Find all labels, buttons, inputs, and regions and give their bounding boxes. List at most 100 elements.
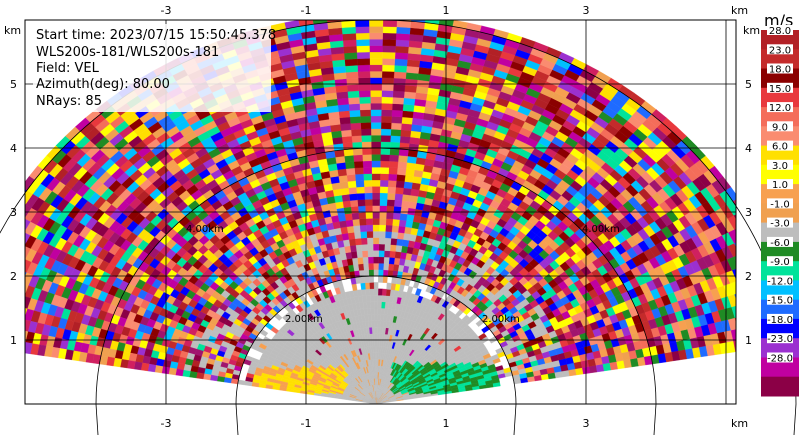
velocity-bin xyxy=(405,162,416,170)
velocity-bin xyxy=(392,90,405,99)
velocity-bin xyxy=(374,346,378,353)
velocity-bin xyxy=(371,179,381,187)
velocity-bin xyxy=(348,103,361,111)
velocity-bin xyxy=(357,199,366,207)
velocity-bin xyxy=(378,237,386,245)
velocity-bin xyxy=(336,97,349,106)
velocity-bin xyxy=(369,51,383,59)
velocity-bin xyxy=(395,33,410,41)
velocity-bin xyxy=(390,231,399,239)
velocity-bin xyxy=(397,225,406,234)
velocity-bin xyxy=(367,250,374,258)
velocity-bin xyxy=(380,141,391,149)
velocity-bin xyxy=(382,39,397,47)
velocity-bin xyxy=(365,288,371,296)
velocity-bin xyxy=(336,91,349,100)
velocity-bin xyxy=(366,224,374,232)
velocity-bin xyxy=(360,237,368,245)
velocity-bin xyxy=(377,314,382,322)
velocity-bin xyxy=(376,352,379,360)
velocity-bin xyxy=(373,282,379,289)
velocity-bin xyxy=(375,359,377,366)
velocity-bin xyxy=(374,320,378,328)
velocity-bin xyxy=(10,305,20,318)
velocity-bin xyxy=(350,128,362,137)
velocity-bin xyxy=(362,160,372,168)
velocity-bin xyxy=(386,199,395,207)
velocity-bin xyxy=(380,320,384,328)
velocity-bin xyxy=(378,243,385,251)
velocity-bin xyxy=(409,195,419,203)
velocity-bin xyxy=(337,168,347,177)
velocity-bin xyxy=(403,91,416,100)
velocity-bin xyxy=(342,39,357,47)
velocity-bin xyxy=(1,252,13,266)
velocity-bin xyxy=(394,193,403,201)
velocity-bin xyxy=(355,39,370,47)
velocity-bin xyxy=(361,250,369,258)
velocity-bin xyxy=(338,110,350,119)
velocity-bin xyxy=(371,147,381,155)
velocity-bin xyxy=(361,147,372,155)
velocity-bin xyxy=(4,303,14,316)
velocity-bin xyxy=(385,212,394,220)
velocity-bin xyxy=(6,240,18,254)
velocity-bin xyxy=(366,237,374,245)
velocity-bin xyxy=(733,340,736,353)
velocity-bin xyxy=(356,51,370,59)
velocity-bin xyxy=(367,243,374,251)
velocity-bin xyxy=(372,205,380,213)
velocity-bin xyxy=(344,161,355,169)
velocity-bin xyxy=(358,77,371,85)
velocity-bin xyxy=(395,39,410,47)
velocity-bin xyxy=(384,244,391,252)
velocity-bin xyxy=(379,205,387,213)
velocity-bin xyxy=(338,175,348,183)
velocity-bin xyxy=(403,97,416,106)
velocity-bin xyxy=(363,179,373,187)
velocity-bin xyxy=(397,161,408,169)
velocity-bin xyxy=(382,58,396,66)
velocity-bin xyxy=(374,327,378,334)
velocity-bin xyxy=(343,52,358,60)
velocity-bin xyxy=(382,276,388,283)
velocity-bin xyxy=(391,225,399,233)
velocity-bin xyxy=(377,307,382,315)
velocity-bin xyxy=(388,257,395,265)
velocity-bin xyxy=(359,103,371,111)
velocity-bin xyxy=(372,218,380,225)
velocity-bin xyxy=(381,77,394,85)
velocity-bin xyxy=(381,288,387,296)
velocity-bin xyxy=(365,205,373,213)
velocity-bin xyxy=(382,51,396,59)
velocity-bin xyxy=(402,232,411,241)
velocity-bin xyxy=(349,199,359,208)
velocity-bin xyxy=(0,277,9,291)
velocity-bin xyxy=(390,238,398,246)
velocity-bin xyxy=(368,269,374,277)
velocity-bin xyxy=(390,135,401,143)
velocity-bin xyxy=(346,225,355,234)
velocity-bin xyxy=(333,72,347,80)
velocity-bin xyxy=(5,226,17,240)
velocity-bin xyxy=(380,122,392,130)
velocity-bin xyxy=(374,307,378,315)
velocity-bin xyxy=(380,314,385,322)
velocity-bin xyxy=(380,167,390,175)
velocity-bin xyxy=(363,263,369,271)
velocity-bin xyxy=(345,219,354,227)
velocity-bin xyxy=(731,305,736,318)
velocity-bin xyxy=(380,160,390,168)
velocity-bin xyxy=(354,167,364,175)
velocity-bin xyxy=(751,325,761,338)
velocity-bin xyxy=(376,339,380,347)
velocity-bin xyxy=(393,71,407,79)
velocity-bin xyxy=(406,213,415,222)
velocity-bin xyxy=(393,257,401,265)
velocity-bin xyxy=(370,135,382,142)
velocity-bin xyxy=(369,282,375,290)
velocity-bin xyxy=(369,77,383,85)
velocity-bin xyxy=(370,103,382,110)
velocity-bin xyxy=(341,26,356,35)
